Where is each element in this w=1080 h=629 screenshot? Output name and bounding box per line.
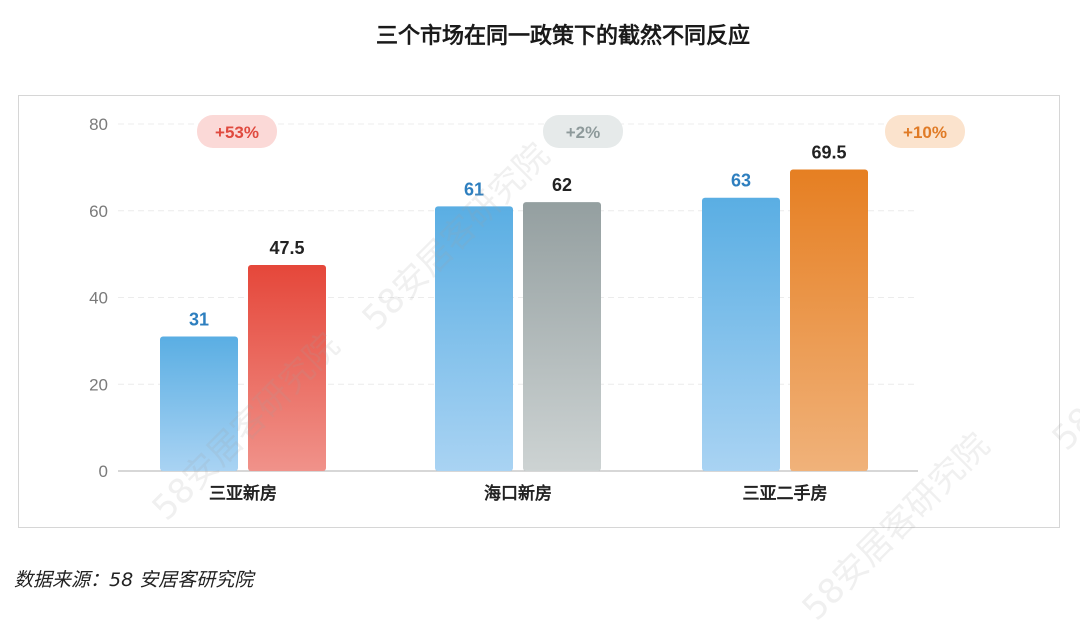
- category-label: 三亚二手房: [743, 483, 828, 504]
- change-badge: [885, 115, 965, 148]
- data-label: 63: [731, 171, 751, 191]
- change-badge-label: +2%: [566, 123, 601, 142]
- bar: [435, 206, 513, 471]
- category-label: 三亚新房: [209, 483, 277, 504]
- bar: [702, 197, 780, 472]
- data-label: 69.5: [811, 143, 846, 163]
- bar: [523, 202, 601, 471]
- bar: [790, 169, 868, 471]
- y-tick-label: 40: [89, 289, 108, 308]
- change-badge: [197, 115, 277, 148]
- change-badge-label: +10%: [903, 123, 947, 142]
- data-label: 31: [189, 310, 209, 330]
- y-tick-label: 80: [89, 115, 108, 134]
- chart-frame: [18, 95, 1060, 528]
- chart-title: 三个市场在同一政策下的截然不同反应: [375, 24, 750, 49]
- change-badge: [543, 115, 623, 148]
- bar: [248, 264, 326, 471]
- y-tick-label: 0: [99, 462, 108, 481]
- source-note: 数据来源：58 安居客研究院: [14, 569, 254, 591]
- data-label: 61: [464, 179, 484, 199]
- change-badge-label: +53%: [215, 123, 259, 142]
- data-label: 62: [552, 175, 572, 195]
- category-label: 海口新房: [484, 483, 552, 504]
- bar: [160, 336, 238, 471]
- data-label: 47.5: [269, 238, 304, 258]
- y-tick-label: 20: [89, 375, 108, 394]
- y-tick-label: 60: [89, 202, 108, 221]
- bar-chart: 0 20 40 60 80 31 47.5 三亚新房 +53% 61 62 海口新房 +2% 63 69.5…: [89, 115, 965, 504]
